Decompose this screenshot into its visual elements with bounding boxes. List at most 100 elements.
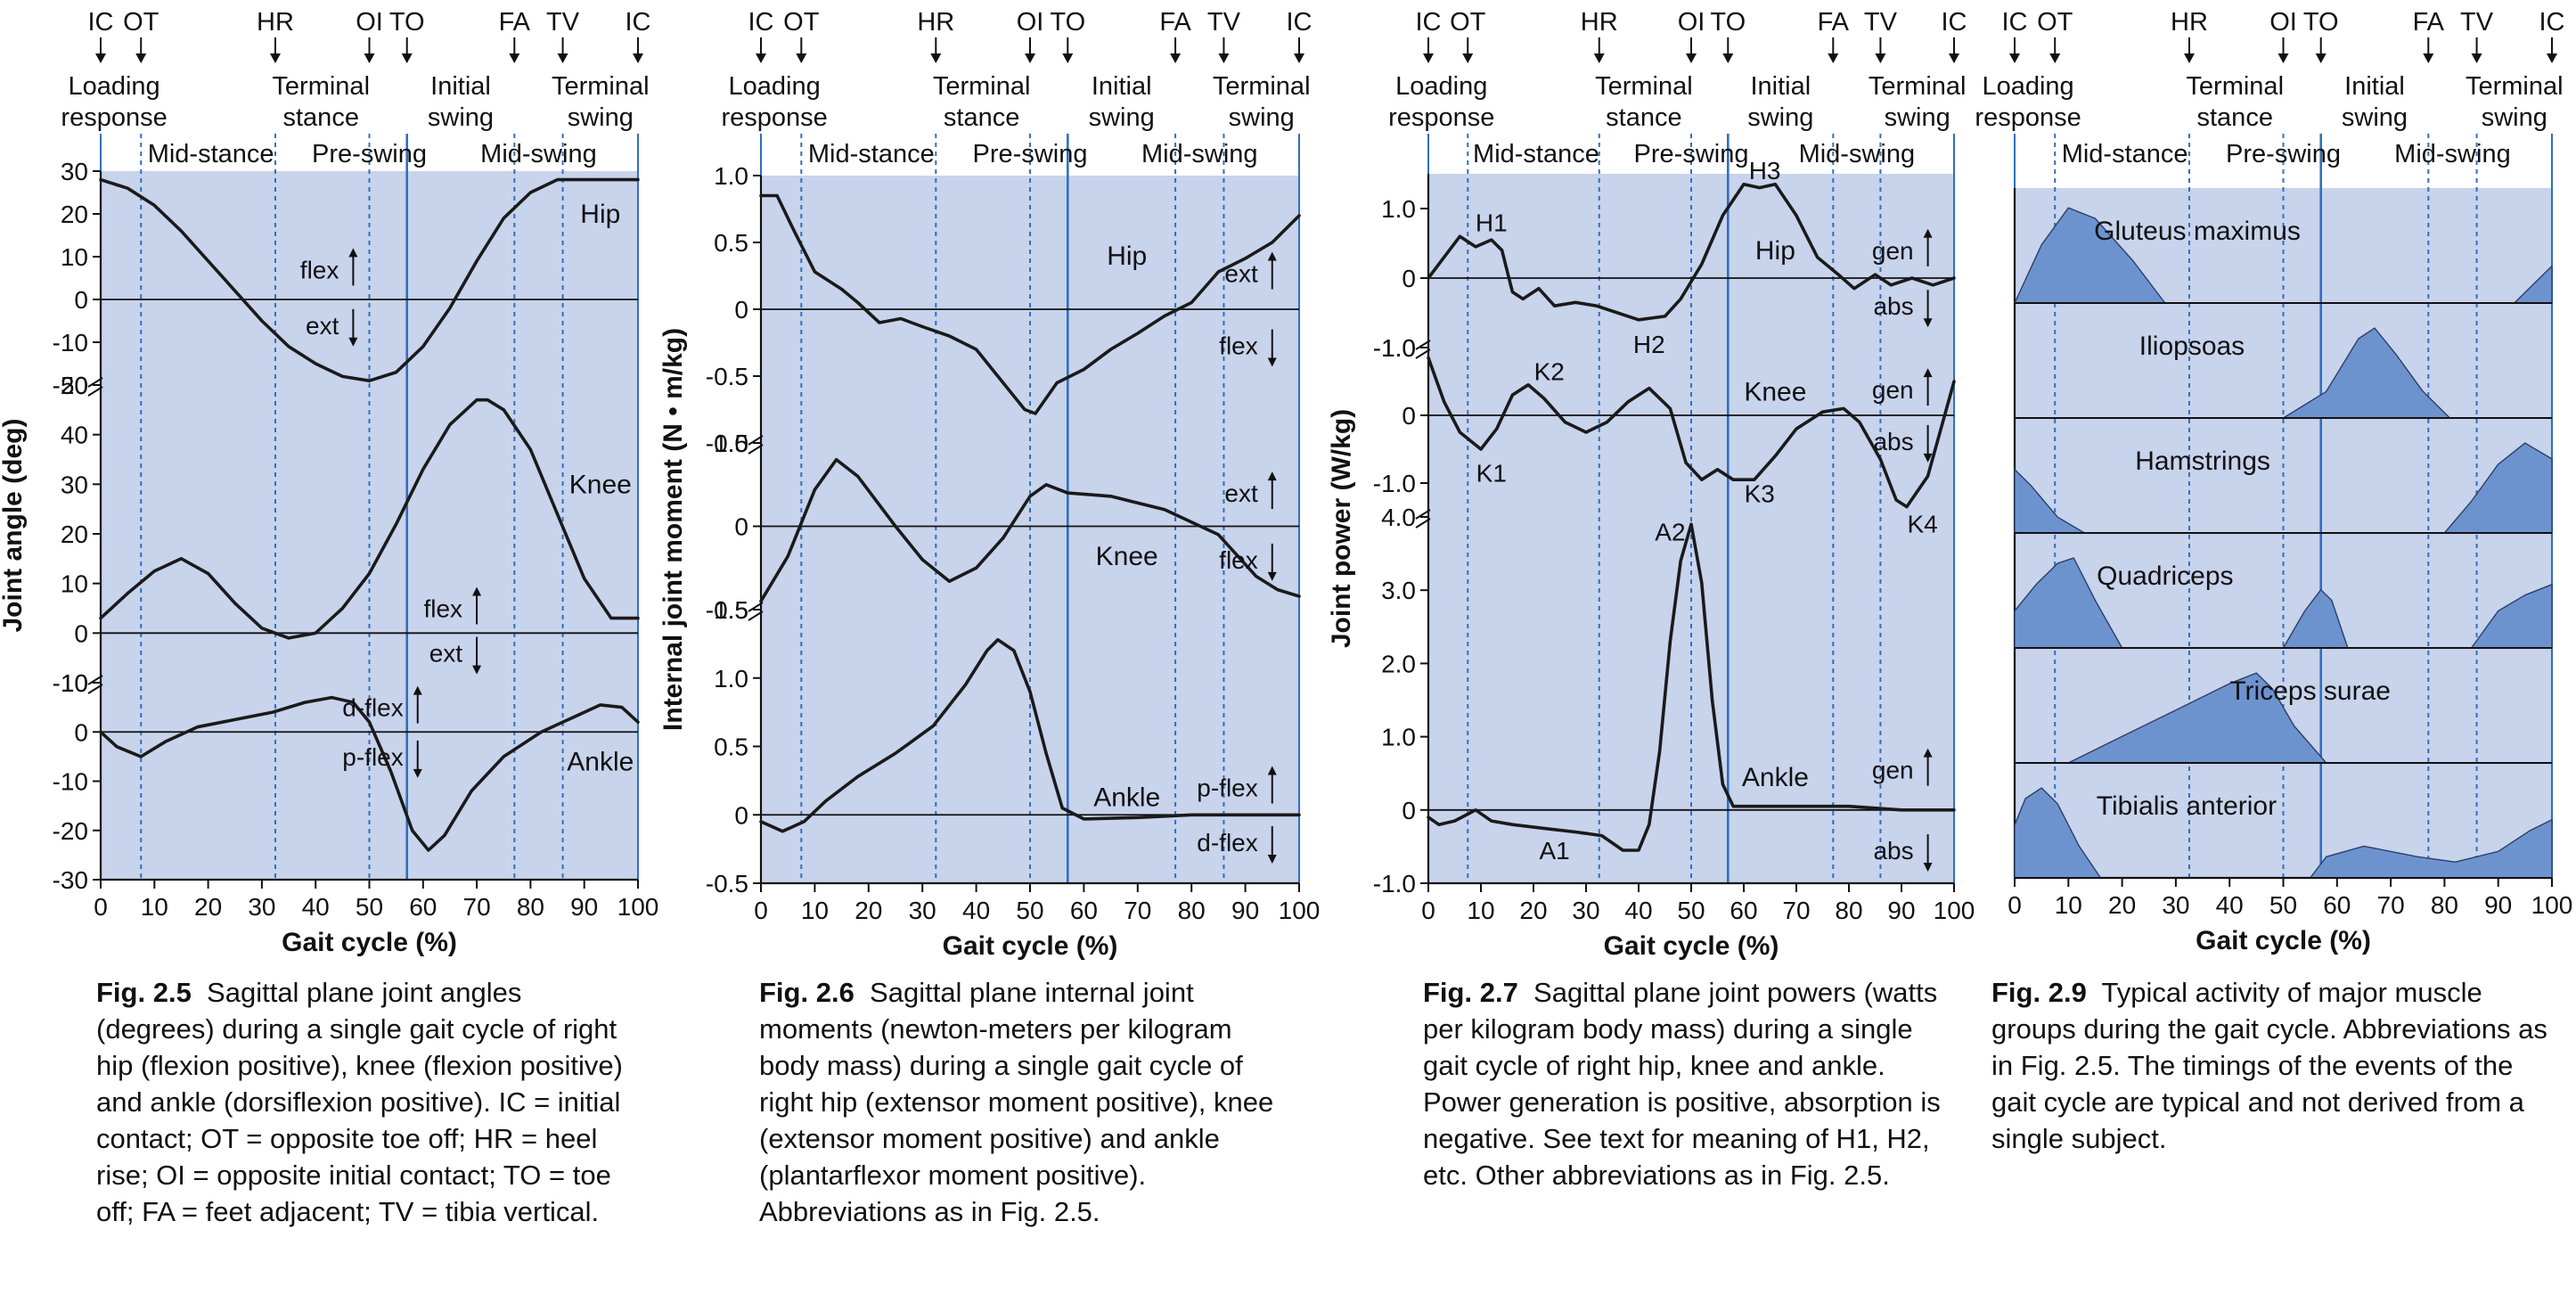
series-ankle: 1.5 1.0 0.5 0 -0.5 Ankle p-flex d-flex xyxy=(706,596,1301,897)
muscle-row-triceps-surae: Triceps surae xyxy=(2015,672,2552,764)
x-tick-label: 50 xyxy=(1016,897,1043,924)
series-hip: 1.0 0 -1.0 Hip gen abs H1 H2 H3 xyxy=(1373,157,1956,362)
event-arrowhead xyxy=(1593,53,1605,63)
x-tick-label: 80 xyxy=(1178,897,1206,924)
direction-arrowhead xyxy=(1267,571,1277,581)
y-tick-label: -0.5 xyxy=(706,596,748,624)
phase-label-loading-response: Loading xyxy=(68,72,159,101)
y-tick-label: 1.0 xyxy=(714,665,748,693)
y-tick-label: -1.0 xyxy=(1373,870,1416,897)
phase-label-initial-swing: Initial xyxy=(1750,72,1811,101)
x-tick-label: 40 xyxy=(962,897,990,924)
x-tick-label: 70 xyxy=(1124,897,1151,924)
y-tick-label: -1.0 xyxy=(706,430,748,457)
caption-number: Fig. 2.5 xyxy=(96,977,192,1008)
event-label-oi: OI xyxy=(356,8,383,37)
event-label-ic: IC xyxy=(748,8,774,37)
x-tick-label: 100 xyxy=(617,893,659,921)
y-axis-label: Internal joint moment (N • m/kg) xyxy=(658,328,688,731)
caption-fig-2-7: Fig. 2.7 Sagittal plane joint powers (wa… xyxy=(1423,974,1958,1193)
event-arrowhead xyxy=(1949,53,1959,63)
event-arrowhead xyxy=(1875,53,1886,63)
phase-label-terminal-stance-line2: stance xyxy=(1606,103,1681,132)
series-label-knee: Knee xyxy=(569,470,632,499)
phase-label-initial-swing-line2: swing xyxy=(1089,103,1155,132)
direction-label-flex: flex xyxy=(423,595,462,623)
y-tick-label: 1.0 xyxy=(1381,724,1416,751)
y-tick-label: 2.0 xyxy=(1381,650,1416,677)
x-tick-label: 60 xyxy=(1730,897,1757,924)
activity-area-quadriceps xyxy=(2014,557,2123,649)
event-label-fa: FA xyxy=(2413,8,2445,37)
x-tick-label: 0 xyxy=(754,897,768,924)
direction-label-flex: flex xyxy=(1219,332,1258,360)
phase-label-loading-response-line2: response xyxy=(1388,103,1494,132)
y-tick-label: 30 xyxy=(61,471,88,498)
phase-label-terminal-stance: Terminal xyxy=(1595,72,1693,101)
x-tick-label: 10 xyxy=(801,897,829,924)
x-tick-label: 0 xyxy=(94,893,108,921)
event-arrowhead xyxy=(1828,53,1839,63)
event-label-ic: IC xyxy=(88,8,114,37)
event-arrowhead xyxy=(1062,53,1074,63)
muscle-label-iliopsoas: Iliopsoas xyxy=(2139,332,2245,361)
muscle-row-tibialis-anterior: Tibialis anterior xyxy=(2014,787,2553,879)
event-label-hr: HR xyxy=(257,8,294,37)
series-line-hip xyxy=(759,193,1301,415)
phase-label-loading-response-line2: response xyxy=(721,103,827,132)
phase-label-loading-response-line2: response xyxy=(1975,103,2081,132)
phase-label-loading-response: Loading xyxy=(1982,72,2073,101)
y-axis-label: Joint angle (deg) xyxy=(0,419,28,633)
series-line-ankle xyxy=(759,638,1301,833)
y-tick-label: 50 xyxy=(61,372,88,399)
y-tick-label: 1.0 xyxy=(1381,195,1416,223)
series-line-ankle xyxy=(99,695,640,852)
series-line-knee xyxy=(99,398,640,640)
x-tick-label: 60 xyxy=(409,893,437,921)
x-tick-label: 20 xyxy=(194,893,222,921)
y-tick-label: 20 xyxy=(61,520,88,548)
event-label-ic: IC xyxy=(1287,8,1313,37)
x-tick-label: 90 xyxy=(570,893,598,921)
y-tick-label: 0.5 xyxy=(714,229,748,257)
phase-label-pre-swing: Pre-swing xyxy=(312,140,427,168)
x-tick-label: 30 xyxy=(2162,891,2189,919)
muscle-row-iliopsoas: Iliopsoas xyxy=(2015,327,2552,419)
y-tick-label: 0 xyxy=(74,619,88,647)
phase-label-terminal-swing: Terminal xyxy=(552,72,650,101)
direction-arrowhead xyxy=(348,248,358,258)
direction-label-ext: ext xyxy=(1224,479,1258,507)
axis-break xyxy=(1415,340,1431,359)
x-tick-label: 30 xyxy=(909,897,936,924)
y-tick-label: -1.0 xyxy=(1373,470,1416,497)
phase-label-terminal-swing-line2: swing xyxy=(1885,103,1950,132)
phase-label-loading-response-line2: response xyxy=(61,103,167,132)
series-line-hip xyxy=(99,177,640,382)
phase-label-terminal-stance-line2: stance xyxy=(944,103,1019,132)
series-knee: 1.0 0 -1.0 Knee gen abs K1 K2 K3 K4 xyxy=(1373,334,1956,538)
annotation-k4: K4 xyxy=(1907,511,1937,538)
event-arrowhead xyxy=(756,53,766,63)
direction-label-flex: flex xyxy=(300,256,339,283)
x-tick-label: 0 xyxy=(1421,897,1435,924)
direction-arrowhead xyxy=(1923,368,1933,378)
caption-fig-2-9: Fig. 2.9 Typical activity of major muscl… xyxy=(1991,974,2562,1157)
direction-arrowhead xyxy=(1267,471,1277,481)
caption-text: Sagittal plane internal joint moments (n… xyxy=(759,977,1274,1227)
muscle-label-tibialis-anterior: Tibialis anterior xyxy=(2097,791,2277,821)
caption-text: Typical activity of major muscle groups … xyxy=(1991,977,2547,1154)
x-tick-label: 60 xyxy=(1070,897,1098,924)
event-arrowhead xyxy=(2009,53,2020,63)
y-tick-label: 0.5 xyxy=(714,734,748,761)
event-arrowhead xyxy=(557,53,568,63)
caption-number: Fig. 2.6 xyxy=(759,977,855,1008)
series-hip: 1.0 0.5 0 -0.5 -1.0 Hip ext flex xyxy=(706,162,1301,457)
x-tick-label: 50 xyxy=(356,893,383,921)
event-arrowhead xyxy=(633,53,643,63)
phase-label-terminal-stance: Terminal xyxy=(272,72,370,101)
event-arrowhead xyxy=(1722,53,1734,63)
phase-label-mid-stance: Mid-stance xyxy=(2062,140,2188,168)
annotation-h2: H2 xyxy=(1633,331,1665,358)
x-axis-label: Gait cycle (%) xyxy=(282,928,457,957)
